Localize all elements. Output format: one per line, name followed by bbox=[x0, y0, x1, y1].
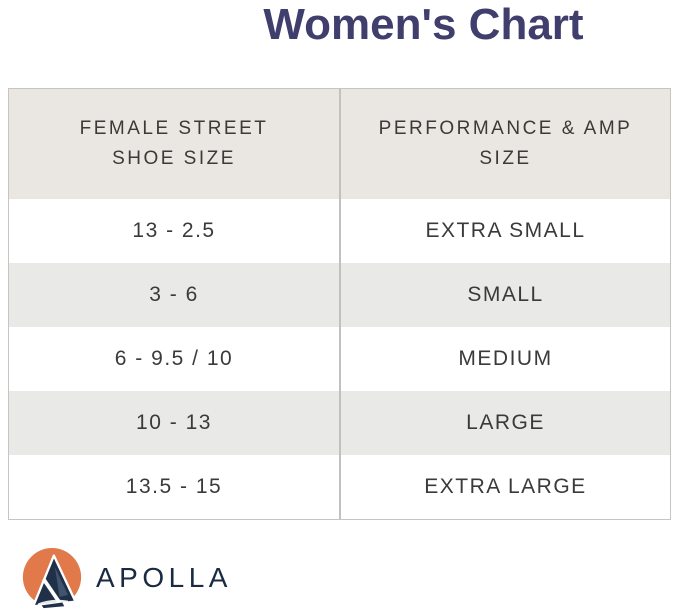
size-table: FEMALE STREET SHOE SIZE PERFORMANCE & AM… bbox=[8, 88, 671, 520]
shoe-size-cell: 13 - 2.5 bbox=[9, 199, 341, 263]
amp-size-cell: LARGE bbox=[341, 391, 670, 455]
brand-logo: APOLLA bbox=[21, 548, 232, 612]
amp-size-cell: EXTRA LARGE bbox=[341, 455, 670, 519]
header-cell-shoe-size: FEMALE STREET SHOE SIZE bbox=[9, 89, 341, 199]
shoe-size-cell: 10 - 13 bbox=[9, 391, 341, 455]
shoe-size-cell: 3 - 6 bbox=[9, 263, 341, 327]
amp-size-cell: MEDIUM bbox=[341, 327, 670, 391]
shoe-size-cell: 13.5 - 15 bbox=[9, 455, 341, 519]
amp-size-cell: EXTRA SMALL bbox=[341, 199, 670, 263]
brand-name: APOLLA bbox=[96, 562, 232, 593]
amp-size-cell: SMALL bbox=[341, 263, 670, 327]
header-cell-performance-amp-size: PERFORMANCE & AMP SIZE bbox=[341, 89, 670, 199]
apolla-logo-icon bbox=[21, 548, 83, 612]
shoe-size-cell: 6 - 9.5 / 10 bbox=[9, 327, 341, 391]
page-title: Women's Chart bbox=[263, 0, 584, 49]
